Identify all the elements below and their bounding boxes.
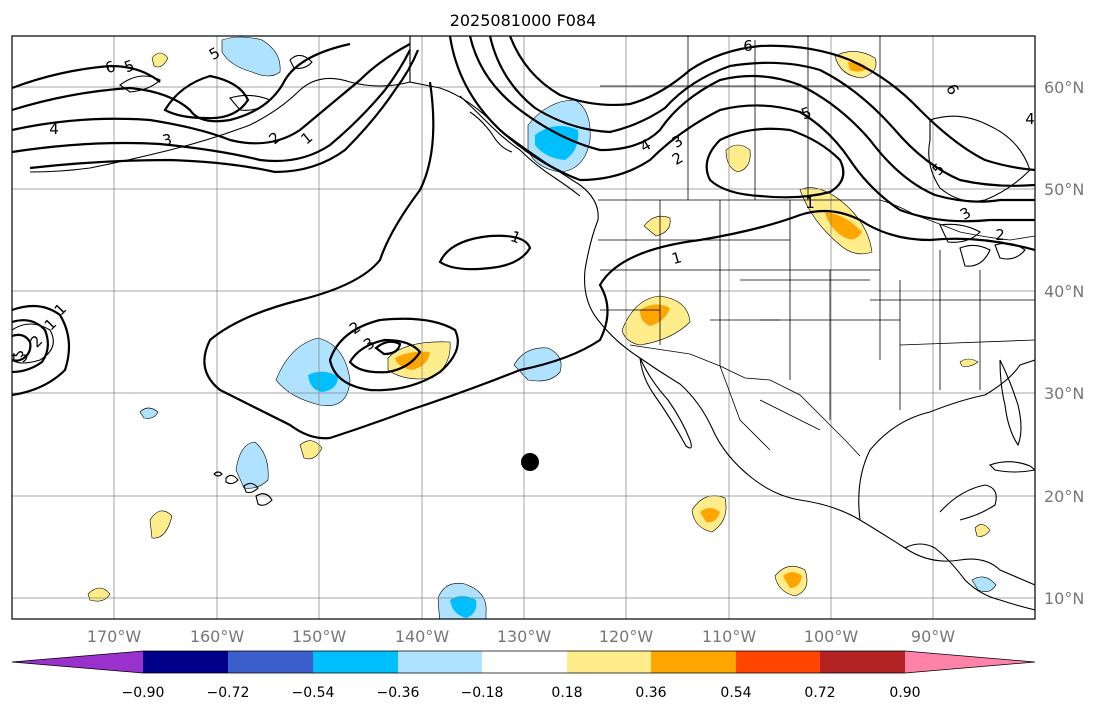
- pos-core-mex2: [783, 572, 802, 588]
- colorbar-segment: [228, 651, 313, 673]
- pos-core-mex1: [700, 508, 720, 523]
- shaded-anomalies: [87, 36, 997, 619]
- colorbar-label: 0.36: [635, 685, 666, 701]
- colorbar-segment: [313, 651, 398, 673]
- contour-label: 2: [995, 226, 1005, 244]
- neg-patch-hawaii: [235, 441, 269, 489]
- lon-tick: 140°W: [395, 627, 450, 646]
- contour-label: 3: [161, 130, 174, 149]
- lat-tick-labels: 60°N 50°N 40°N 30°N 20°N 10°N: [1044, 78, 1084, 608]
- lon-tick: 160°W: [190, 627, 245, 646]
- contour-label: 1: [670, 248, 684, 268]
- colorbar-segment: [567, 651, 651, 673]
- contour-label: 6: [743, 37, 753, 55]
- colorbar-label: −0.36: [377, 685, 420, 701]
- lat-tick: 60°N: [1044, 78, 1084, 97]
- pos-patch-oregon: [643, 215, 671, 237]
- colorbar-segment: [651, 651, 736, 673]
- colorbar-label: 0.90: [889, 685, 920, 701]
- lat-tick: 10°N: [1044, 589, 1084, 608]
- lon-tick-labels: 170°W 160°W 150°W 140°W 130°W 120°W 110°…: [87, 627, 955, 646]
- colorbar-outline: [11, 650, 1036, 674]
- colorbar-label: 0.72: [804, 685, 835, 701]
- neg-core-se-alaska: [535, 126, 579, 160]
- colorbar-segment: [398, 651, 482, 673]
- colorbar: −0.90 −0.72 −0.54 −0.36 −0.18 0.18 0.36 …: [11, 650, 1036, 701]
- lat-tick: 50°N: [1044, 180, 1084, 199]
- figure-title: 2025081000 F084: [450, 11, 597, 30]
- pos-patch-gulf: [959, 358, 979, 367]
- contour-label: 4: [49, 120, 59, 138]
- colorbar-label: −0.90: [122, 685, 165, 701]
- pos-patch-nw: [151, 52, 169, 68]
- lat-tick: 30°N: [1044, 384, 1084, 403]
- gridlines: [12, 36, 1035, 619]
- lon-tick: 170°W: [87, 627, 142, 646]
- pos-patch-w1: [149, 510, 173, 539]
- colorbar-low-extend: [12, 651, 143, 673]
- contour-label: 4: [3, 352, 21, 362]
- pos-patch-ca: [974, 524, 991, 537]
- neg-patch-small: [139, 407, 159, 419]
- pos-core-plains: [825, 212, 862, 240]
- neg-core-south: [450, 596, 477, 618]
- colorbar-segment: [482, 651, 567, 673]
- lon-tick: 90°W: [911, 627, 955, 646]
- pos-core-canada: [848, 61, 868, 72]
- lon-tick: 130°W: [497, 627, 552, 646]
- colorbar-segment: [143, 651, 228, 673]
- lon-tick: 150°W: [292, 627, 347, 646]
- coastlines: [12, 36, 1035, 611]
- pos-patch-w3: [299, 440, 323, 460]
- colorbar-high-extend: [905, 651, 1035, 673]
- colorbar-label: −0.54: [292, 685, 335, 701]
- colorbar-segment: [820, 651, 905, 673]
- colorbar-segment: [736, 651, 820, 673]
- lon-tick: 110°W: [702, 627, 757, 646]
- neg-core-150w: [308, 371, 338, 392]
- neg-patch-gulf-alaska: [221, 36, 281, 77]
- lon-tick: 100°W: [804, 627, 859, 646]
- colorbar-label: 0.18: [551, 685, 582, 701]
- marker-point: [521, 453, 539, 471]
- contours: [12, 36, 1035, 440]
- neg-patch-central-am: [971, 576, 997, 592]
- colorbar-label: −0.72: [207, 685, 250, 701]
- lon-tick: 120°W: [599, 627, 654, 646]
- colorbar-label: 0.54: [720, 685, 751, 701]
- contour-label: 1: [805, 194, 815, 212]
- map-frame: [11, 35, 1036, 620]
- colorbar-label: −0.18: [461, 685, 504, 701]
- map-panel: 6 5 5 4 3 2 1 6 5 4 3 2 1 6 5 4 3 2 1 1 …: [3, 36, 1035, 619]
- lat-tick: 40°N: [1044, 282, 1084, 301]
- lat-tick: 20°N: [1044, 487, 1084, 506]
- contour-label: 4: [1025, 110, 1035, 128]
